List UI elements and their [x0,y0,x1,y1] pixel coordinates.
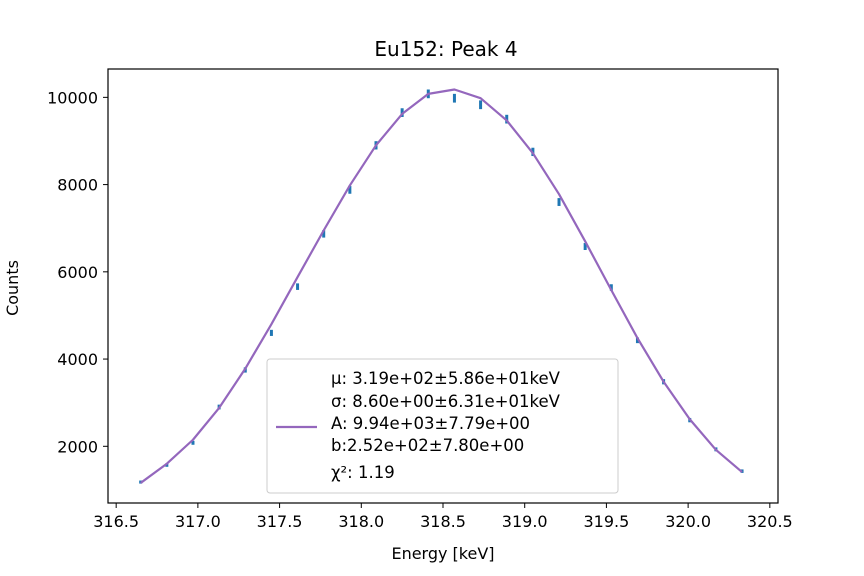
fit-line [140,88,743,484]
x-tick-label: 317.5 [257,512,303,531]
x-tick-label: 319.0 [502,512,548,531]
y-tick-label: 8000 [57,176,98,195]
legend-entry: μ: 3.19e+02±5.86e+01keV [331,369,561,388]
legend-entry: σ: 8.60e+00±6.31e+01keV [331,392,561,411]
y-tick-label: 2000 [57,437,98,456]
x-axis-label: Energy [keV] [391,544,494,563]
y-tick-label: 6000 [57,263,98,282]
y-axis-label: Counts [3,260,22,316]
x-tick-label: 320.0 [665,512,711,531]
x-tick-label: 316.5 [93,512,139,531]
x-tick-label: 320.5 [747,512,793,531]
legend-entry: A: 9.94e+03±7.79e+00 [331,414,530,433]
y-tick-label: 4000 [57,350,98,369]
axes: 316.5 317.0 317.5 318.0 318.5 319.0 319.5 320.0… [47,68,793,531]
chart-title: Eu152: Peak 4 [374,37,517,61]
x-tick-label: 317.0 [175,512,221,531]
legend-entry: χ²: 1.19 [331,463,395,482]
x-tick-label: 319.5 [584,512,630,531]
x-tick-label: 318.5 [420,512,466,531]
x-tick-label: 318.0 [338,512,384,531]
legend: μ: 3.19e+02±5.86e+01keV σ: 8.60e+00±6.31e… [266,358,619,494]
legend-entry: b:2.52e+02±7.80e+00 [331,436,524,455]
plot-marks [139,88,744,484]
y-tick-label: 10000 [47,88,98,107]
legend-box [266,358,619,494]
